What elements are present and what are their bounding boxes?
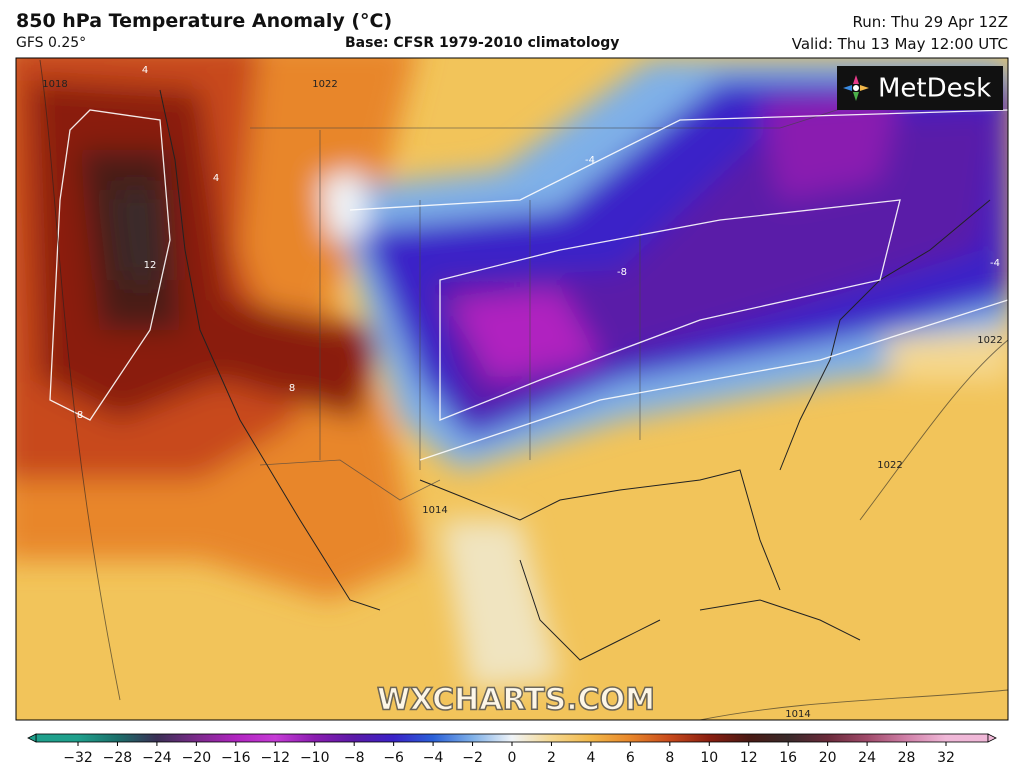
logo-text: MetDesk <box>878 74 991 104</box>
colorbar-label: 12 <box>740 750 758 766</box>
colorbar: −32 −28 −24 −20 −16 −12 −10 −8 −6 −4 −2 0 2 4 6 8 10 12 16… <box>27 733 997 766</box>
colorbar-fill <box>35 733 989 743</box>
title: 850 hPa Temperature Anomaly (°C) <box>16 10 393 32</box>
colorbar-label: 16 <box>779 750 797 766</box>
run: Run: Thu 29 Apr 12Z <box>852 13 1008 31</box>
contour-label: 1018 <box>42 79 67 90</box>
contour-label: -8 <box>617 267 627 278</box>
model: GFS 0.25° <box>16 35 87 51</box>
isobars <box>39 59 1008 720</box>
valid: Valid: Thu 13 May 12:00 UTC <box>791 35 1008 53</box>
contour-label: 1014 <box>422 505 447 516</box>
colorbar-label: 32 <box>937 750 955 766</box>
colorbar-label: 2 <box>547 750 556 766</box>
contour-label: 12 <box>144 260 157 271</box>
map-field: 1018 1022 4 12 8 8 -8 -4 1022 1022 1014 1014 -4 4 Met… <box>16 58 1008 720</box>
colorbar-label: −6 <box>383 750 404 766</box>
colorbar-label: −32 <box>63 750 93 766</box>
colorbar-label: 4 <box>586 750 595 766</box>
colorbar-label: −2 <box>462 750 483 766</box>
base: Base: CFSR 1979-2010 climatology <box>345 35 620 51</box>
colorbar-end <box>27 733 37 743</box>
colorbar-label: 28 <box>898 750 916 766</box>
logo-icon <box>843 75 869 101</box>
colorbar-label: 8 <box>665 750 674 766</box>
colorbar-label: −28 <box>103 750 133 766</box>
contour-label: 1014 <box>785 709 810 720</box>
colorbar-label: −20 <box>182 750 212 766</box>
contour-label: 4 <box>142 65 148 76</box>
contour-label: 4 <box>213 173 219 184</box>
isotherms <box>49 109 1008 461</box>
coastlines <box>159 89 991 661</box>
colorbar-label: 24 <box>858 750 876 766</box>
colorbar-label: 6 <box>626 750 635 766</box>
contour-label: 8 <box>289 383 295 394</box>
contour-label: -4 <box>585 155 595 166</box>
colorbar-label: −4 <box>423 750 444 766</box>
colorbar-label: −10 <box>300 750 330 766</box>
watermark: WXCHARTS.COM <box>377 683 655 718</box>
colorbar-end <box>987 733 997 743</box>
colorbar-label: −8 <box>344 750 365 766</box>
colorbar-label: −16 <box>221 750 251 766</box>
colorbar-label: −24 <box>142 750 172 766</box>
contour-label: 1022 <box>877 460 902 471</box>
colorbar-label: 20 <box>819 750 837 766</box>
colorbar-label: −12 <box>260 750 290 766</box>
contour-label: 1022 <box>977 335 1002 346</box>
contour-label: 1022 <box>312 79 337 90</box>
contour-label: 8 <box>77 410 83 421</box>
colorbar-label: 10 <box>700 750 718 766</box>
colorbar-label: 0 <box>508 750 517 766</box>
map-frame <box>15 57 1009 721</box>
contour-label: -4 <box>990 258 1000 269</box>
